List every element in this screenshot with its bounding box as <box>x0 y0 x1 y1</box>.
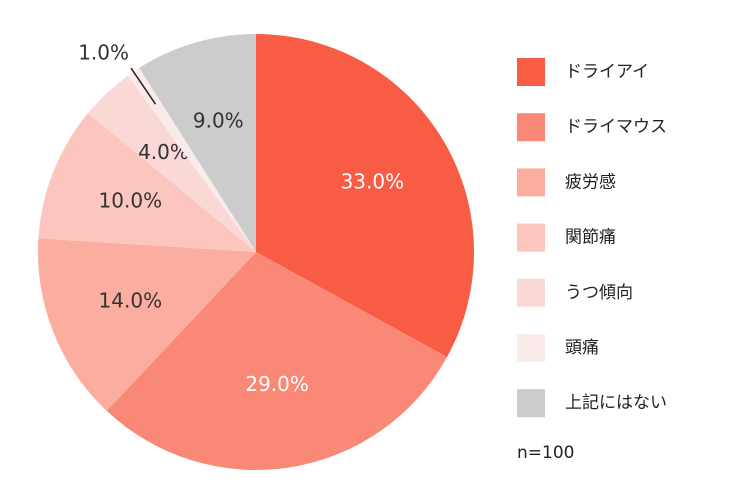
legend-swatch <box>517 168 545 197</box>
pie-slice <box>106 252 448 470</box>
data-label: 33.0% <box>341 170 405 194</box>
pie-slice <box>127 67 256 252</box>
pie-slice <box>139 34 256 252</box>
data-label: 9.0% <box>193 109 244 133</box>
leader-line <box>130 67 157 105</box>
data-label: 10.0% <box>99 189 163 213</box>
data-label: 1.0% <box>78 41 129 65</box>
legend-label: 疲労感 <box>565 172 616 192</box>
legend-swatch <box>517 278 545 307</box>
legend-swatch <box>517 389 545 418</box>
legend-swatch <box>517 113 545 142</box>
pie-slice <box>88 75 257 252</box>
pie-slice <box>38 113 256 253</box>
legend-swatch <box>517 223 545 252</box>
legend-label: ドライマウス <box>565 117 667 137</box>
legend-swatch <box>517 334 545 362</box>
legend-swatch <box>517 58 545 86</box>
pie-slice <box>256 34 474 358</box>
data-label: 14.0% <box>99 288 163 312</box>
legend-label: 関節痛 <box>565 228 616 248</box>
sample-size-note: n=100 <box>517 443 574 463</box>
data-label: 29.0% <box>245 372 309 396</box>
pie-slice <box>38 238 256 411</box>
legend-label: ドライアイ <box>565 62 649 82</box>
legend-label: うつ傾向 <box>565 283 633 303</box>
legend-label: 頭痛 <box>565 338 599 358</box>
legend-label: 上記にはない <box>565 393 667 413</box>
